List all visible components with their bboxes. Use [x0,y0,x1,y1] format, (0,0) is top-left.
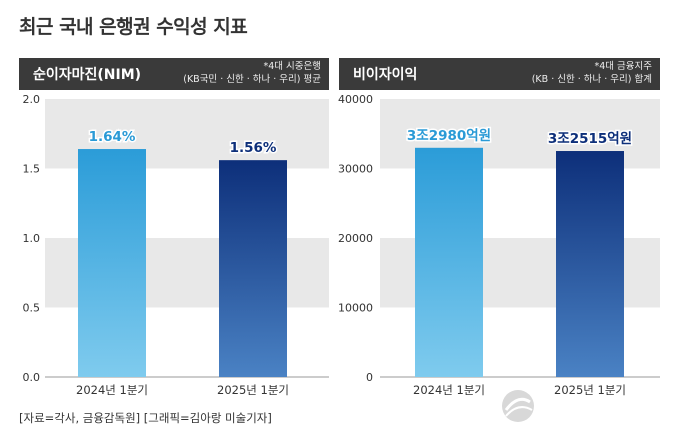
y-tick-label: 20000 [338,232,373,245]
y-tick-label: 40000 [338,93,373,106]
bar [415,147,483,377]
nim-panel-header: 순이자마진(NIM) *4대 시중은행 (KB국민 · 신한 · 하나 · 우리… [19,58,329,90]
nonint-panel-title: 비이자이익 [353,67,418,83]
x-category-label: 2024년 1분기 [413,383,485,397]
nonint-panel-note: *4대 금융지주 (KB · 신한 · 하나 · 우리) 합계 [532,60,652,86]
source-credit: [자료=각사, 금융감독원] [그래픽=김아랑 미술기자] [19,411,272,425]
data-label: 3조2980억원 [407,128,491,144]
newspim-logo-icon [502,390,534,422]
page-title: 최근 국내 은행권 수익성 지표 [19,16,248,38]
data-label: 1.56% [230,140,277,156]
nim-panel-note: *4대 시중은행 (KB국민 · 신한 · 하나 · 우리) 평균 [183,60,321,86]
y-tick-label: 0.5 [23,302,41,315]
nonint-panel-header: 비이자이익 *4대 금융지주 (KB · 신한 · 하나 · 우리) 합계 [339,58,660,90]
logo-globe-icon [502,390,534,422]
bar [556,151,624,377]
y-tick-label: 1.5 [23,163,41,176]
bar [219,160,287,377]
y-tick-label: 0 [366,371,373,384]
nim-note-line1: *4대 시중은행 [263,61,321,72]
nim-panel-title: 순이자마진(NIM) [33,67,142,83]
data-label: 3조2515억원 [548,131,632,147]
bar [78,149,146,377]
y-tick-label: 2.0 [23,93,41,106]
newspim-logo [500,384,670,434]
data-label: 1.64% [89,129,136,145]
nonint-note-line1: *4대 금융지주 [594,61,652,72]
x-category-label: 2024년 1분기 [76,383,148,397]
x-category-label: 2025년 1분기 [554,383,626,397]
y-tick-label: 30000 [338,163,373,176]
y-tick-label: 1.0 [23,232,41,245]
nim-note-line2: (KB국민 · 신한 · 하나 · 우리) 평균 [183,74,321,85]
nonint-note-line2: (KB · 신한 · 하나 · 우리) 합계 [531,74,652,85]
y-tick-label: 10000 [338,302,373,315]
x-category-label: 2025년 1분기 [217,383,289,397]
y-tick-label: 0.0 [23,371,41,384]
